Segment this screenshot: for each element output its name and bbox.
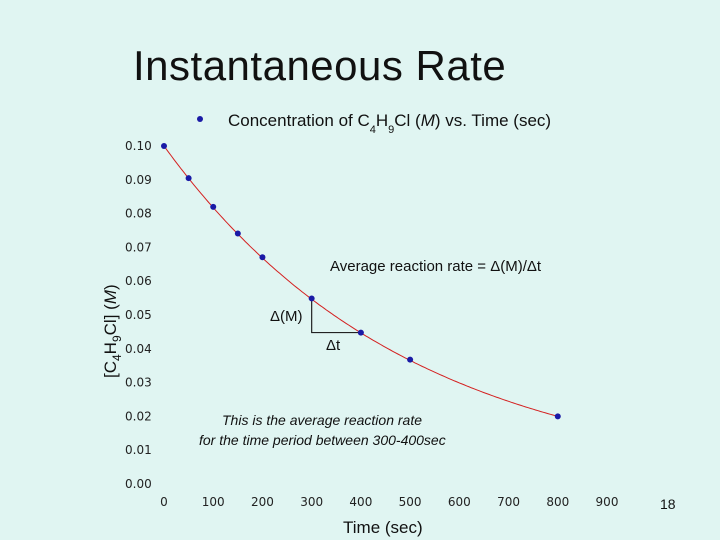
avg-rate-label: Average reaction rate = Δ(M)/Δt xyxy=(330,258,542,275)
legend-label: Concentration of C4H9Cl (M) vs. Time (se… xyxy=(228,111,551,136)
data-point xyxy=(185,175,192,182)
x-tick-label: 700 xyxy=(497,495,520,509)
data-point xyxy=(259,254,266,261)
x-tick-label: 300 xyxy=(300,495,323,509)
y-tick-labels: 0.00 0.01 0.02 0.03 0.04 0.05 0.06 0.07 0.08 0.09… xyxy=(125,139,152,491)
rate-triangle xyxy=(311,298,361,334)
x-tick-label: 400 xyxy=(349,495,372,509)
y-tick-label: 0.10 xyxy=(125,139,152,153)
y-tick-label: 0.08 xyxy=(125,207,152,221)
y-tick-label: 0.06 xyxy=(125,274,152,288)
delta-m-label: Δ(M) xyxy=(270,308,303,325)
y-tick-label: 0.00 xyxy=(125,477,152,491)
data-point xyxy=(161,143,167,149)
data-point xyxy=(407,356,414,363)
data-point xyxy=(357,329,364,336)
y-tick-label: 0.03 xyxy=(125,376,152,390)
data-points xyxy=(161,143,561,420)
x-tick-label: 0 xyxy=(160,495,168,509)
note-line-1: This is the average reaction rate xyxy=(222,412,422,428)
y-tick-label: 0.01 xyxy=(125,443,152,457)
y-axis-title: [C4H9Cl] (M) xyxy=(101,284,124,378)
x-tick-label: 600 xyxy=(448,495,471,509)
delta-t-label: Δt xyxy=(326,337,341,354)
note-line-2: for the time period between 300-400sec xyxy=(199,432,446,448)
page-number: 18 xyxy=(660,496,676,512)
x-tick-labels: 0 100 200 300 400 500 600 700 800 900 xyxy=(160,495,618,509)
y-tick-label: 0.05 xyxy=(125,308,152,322)
legend: Concentration of C4H9Cl (M) vs. Time (se… xyxy=(197,111,551,136)
y-tick-label: 0.07 xyxy=(125,240,152,254)
x-axis-title: Time (sec) xyxy=(343,518,423,537)
fit-curve xyxy=(163,145,558,417)
y-tick-label: 0.09 xyxy=(125,173,152,187)
x-tick-label: 100 xyxy=(202,495,225,509)
data-point xyxy=(554,413,561,420)
legend-marker xyxy=(197,116,203,122)
x-tick-label: 800 xyxy=(546,495,569,509)
data-point xyxy=(308,295,315,302)
y-tick-label: 0.04 xyxy=(125,342,152,356)
x-tick-label: 500 xyxy=(399,495,422,509)
data-point xyxy=(210,203,217,210)
y-tick-label: 0.02 xyxy=(125,409,152,423)
x-tick-label: 200 xyxy=(251,495,274,509)
data-point xyxy=(234,230,241,237)
slide-title: Instantaneous Rate xyxy=(133,42,507,89)
x-tick-label: 900 xyxy=(596,495,619,509)
